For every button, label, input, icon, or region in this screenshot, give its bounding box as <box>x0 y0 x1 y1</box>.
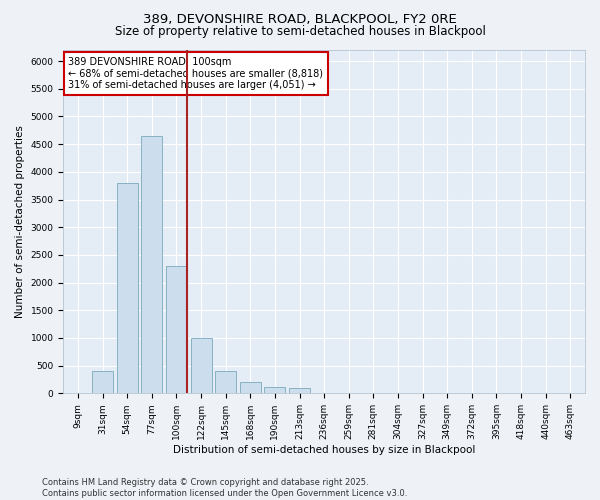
Text: Size of property relative to semi-detached houses in Blackpool: Size of property relative to semi-detach… <box>115 25 485 38</box>
Bar <box>142 136 163 394</box>
Text: 389, DEVONSHIRE ROAD, BLACKPOOL, FY2 0RE: 389, DEVONSHIRE ROAD, BLACKPOOL, FY2 0RE <box>143 12 457 26</box>
Bar <box>117 183 138 394</box>
Text: 389 DEVONSHIRE ROAD: 100sqm
← 68% of semi-detached houses are smaller (8,818)
31: 389 DEVONSHIRE ROAD: 100sqm ← 68% of sem… <box>68 57 323 90</box>
Bar <box>215 371 236 394</box>
Bar <box>289 388 310 394</box>
Bar <box>92 371 113 394</box>
Text: Contains HM Land Registry data © Crown copyright and database right 2025.
Contai: Contains HM Land Registry data © Crown c… <box>42 478 407 498</box>
X-axis label: Distribution of semi-detached houses by size in Blackpool: Distribution of semi-detached houses by … <box>173 445 475 455</box>
Bar <box>265 388 286 394</box>
Bar <box>191 338 212 394</box>
Bar <box>166 266 187 394</box>
Bar <box>240 382 261 394</box>
Y-axis label: Number of semi-detached properties: Number of semi-detached properties <box>15 125 25 318</box>
